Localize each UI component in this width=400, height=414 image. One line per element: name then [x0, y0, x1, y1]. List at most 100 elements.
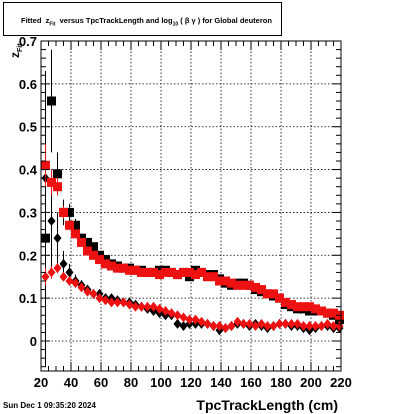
data-point-diamond — [155, 303, 164, 314]
data-point-diamond — [287, 318, 296, 329]
data-point-diamond — [215, 321, 224, 331]
data-point-diamond — [125, 299, 134, 310]
data-point-diamond — [65, 276, 74, 286]
data-point-square — [287, 300, 296, 310]
x-tick-label: 160 — [240, 375, 262, 390]
data-point-diamond — [275, 318, 284, 329]
data-point-diamond — [329, 321, 338, 331]
data-point-diamond — [161, 306, 170, 316]
data-point-square — [299, 302, 308, 312]
data-series — [41, 49, 344, 367]
data-point-square — [83, 237, 92, 247]
data-point-diamond — [47, 216, 56, 226]
data-point-diamond — [143, 301, 152, 312]
axis-ticks — [40, 40, 342, 371]
data-point-square — [65, 220, 74, 230]
data-point-diamond — [239, 318, 248, 329]
data-point-diamond — [137, 301, 146, 312]
data-point-square — [191, 270, 200, 280]
data-point-square — [269, 289, 278, 299]
data-point-diamond — [227, 321, 236, 331]
data-point-diamond — [317, 321, 326, 331]
data-point-square — [161, 267, 170, 277]
data-point-square — [89, 242, 98, 252]
data-point-square — [125, 265, 134, 275]
title-prefix: Fitted — [21, 16, 42, 25]
y-axis-label-main: z — [8, 52, 22, 58]
data-point-diamond — [149, 301, 158, 312]
data-point-diamond — [311, 321, 320, 331]
data-point-square — [101, 259, 110, 269]
data-point-square — [329, 308, 338, 318]
data-point-diamond — [77, 282, 86, 293]
data-point-diamond — [251, 321, 260, 331]
title-z: z — [45, 16, 50, 25]
data-point-square — [77, 237, 86, 247]
title-log-sub: 10 — [172, 21, 179, 28]
x-axis-label: TpcTrackLength (cm) — [196, 397, 338, 413]
data-point-diamond — [131, 301, 140, 312]
y-tick-label: 0.3 — [19, 205, 37, 220]
data-point-square — [305, 302, 314, 312]
data-point-diamond — [203, 318, 212, 329]
data-point-diamond — [83, 286, 92, 297]
y-tick-label: 0.2 — [19, 248, 37, 263]
data-point-diamond — [179, 321, 188, 331]
series-3 — [41, 263, 344, 334]
x-tick-label: 20 — [34, 375, 48, 390]
data-point-diamond — [59, 258, 68, 269]
y-axis-label-sub: Fit — [17, 43, 24, 52]
data-point-diamond — [197, 316, 206, 327]
timestamp: Sun Dec 1 09:35:20 2024 — [3, 401, 96, 410]
title-middle: versus TpcTrackLength and log — [59, 16, 173, 25]
data-point-diamond — [101, 295, 110, 306]
data-point-square — [53, 182, 62, 192]
data-point-square — [143, 267, 152, 277]
data-point-square — [257, 285, 266, 295]
data-point-square — [293, 302, 302, 312]
data-point-diamond — [281, 318, 290, 329]
data-point-diamond — [269, 321, 278, 331]
data-point-square — [53, 169, 62, 179]
x-tick-label: 80 — [124, 375, 138, 390]
data-point-square — [263, 289, 272, 299]
data-point-square — [71, 220, 80, 230]
data-point-square — [95, 255, 104, 265]
y-tick-label: 0.4 — [19, 163, 38, 178]
tick-labels: 20 40 60 80 100 120 140 160 180 200 220 0 0.1 0.2 0.3 0… — [19, 34, 352, 390]
data-point-square — [281, 297, 290, 307]
data-point-diamond — [167, 308, 176, 319]
data-point-square — [83, 246, 92, 256]
data-point-square — [137, 267, 146, 277]
data-point-square — [203, 272, 212, 282]
data-point-diamond — [209, 321, 218, 331]
data-point-square — [197, 267, 206, 277]
data-point-diamond — [185, 314, 194, 325]
data-point-square — [215, 276, 224, 286]
x-tick-label: 100 — [150, 375, 172, 390]
data-point-square — [41, 160, 50, 170]
data-point-diamond — [71, 278, 80, 289]
y-tick-label: 0 — [30, 334, 37, 349]
data-point-diamond — [113, 297, 122, 308]
data-point-square — [113, 263, 122, 273]
data-point-square — [167, 267, 176, 277]
data-point-diamond — [323, 318, 332, 329]
data-point-square — [89, 250, 98, 260]
data-point-square — [185, 267, 194, 277]
data-point-diamond — [179, 312, 188, 323]
series-2 — [41, 143, 344, 320]
data-point-diamond — [221, 323, 230, 334]
data-point-square — [323, 308, 332, 318]
data-point-square — [71, 229, 80, 239]
data-point-diamond — [53, 233, 62, 244]
data-point-square — [65, 207, 74, 217]
data-point-square — [149, 267, 158, 277]
data-point-diamond — [257, 318, 266, 329]
data-point-square — [245, 280, 254, 290]
y-tick-label: 0.5 — [19, 120, 37, 135]
data-point-diamond — [191, 314, 200, 325]
data-point-diamond — [41, 271, 50, 282]
data-point-square — [179, 267, 188, 277]
data-point-diamond — [263, 321, 272, 331]
